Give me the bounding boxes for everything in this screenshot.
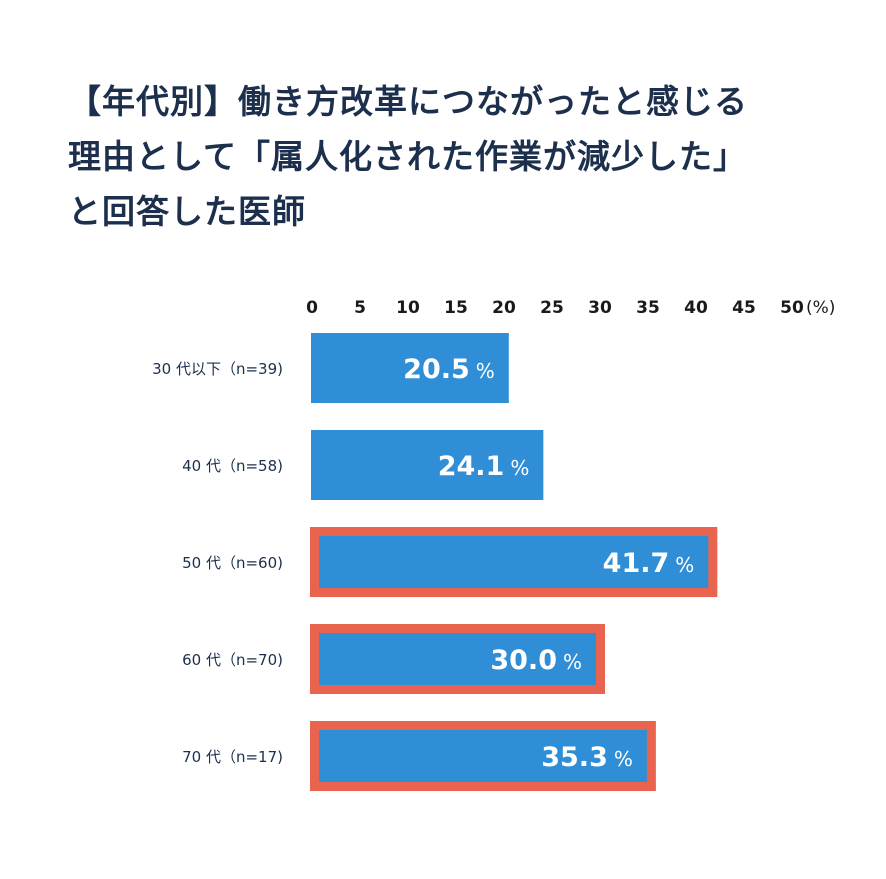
bar (311, 430, 544, 500)
title-line: 【年代別】働き方改革につながったと感じる (68, 82, 748, 121)
bar (319, 633, 596, 685)
data-label: 20.5% (403, 354, 495, 385)
category-label: 40 代（n=58) (182, 457, 283, 475)
x-tick-label: 30 (588, 298, 612, 318)
data-label: 41.7% (603, 548, 695, 579)
bar (319, 730, 647, 782)
x-tick-label: 0 (306, 298, 318, 318)
title-line: 理由として「属人化された作業が減少した」 (68, 137, 748, 176)
category-label: 50 代（n=60) (182, 554, 283, 572)
x-tick-label: 35 (636, 298, 660, 318)
x-tick-label: 40 (684, 298, 708, 318)
category-label: 60 代（n=70) (182, 651, 283, 669)
data-label: 24.1% (438, 451, 530, 482)
x-tick-label: 20 (492, 298, 516, 318)
category-label: 70 代（n=17) (182, 748, 283, 766)
x-tick-label: 15 (444, 298, 468, 318)
x-tick-label: 5 (354, 298, 366, 318)
data-label: 30.0% (490, 645, 582, 676)
title-line: と回答した医師 (68, 192, 306, 231)
chart-title: 【年代別】働き方改革につながったと感じる 理由として「属人化された作業が減少した… (68, 74, 868, 239)
x-tick-label: 50 (780, 298, 804, 318)
x-unit-label: (%) (806, 298, 835, 318)
x-tick-label: 45 (732, 298, 756, 318)
x-tick-label: 25 (540, 298, 564, 318)
x-tick-label: 10 (396, 298, 420, 318)
data-label: 35.3% (541, 742, 633, 773)
bar (311, 333, 509, 403)
category-label: 30 代以下（n=39) (152, 360, 283, 378)
bar (319, 536, 709, 588)
